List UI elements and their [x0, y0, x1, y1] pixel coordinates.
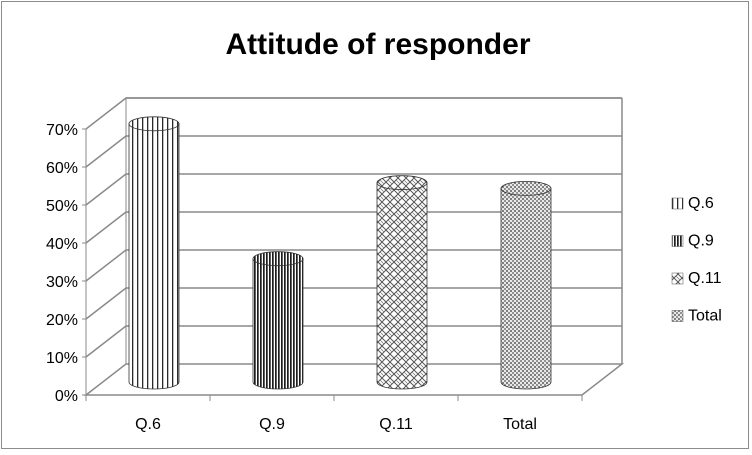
gridline — [85, 173, 622, 206]
bar-body — [128, 123, 180, 390]
plot-walls — [83, 96, 625, 397]
chart: Attitude of responder 0% 10% 20% 30% 40% 50% 6… — [46, 28, 722, 433]
x-tick-label: Q.11 — [379, 416, 413, 433]
side-wall — [85, 96, 127, 397]
chart-title: Attitude of responder — [226, 28, 531, 61]
gridline — [85, 211, 622, 244]
bar-body — [376, 182, 428, 390]
legend-label: Total — [688, 308, 722, 325]
y-axis-labels: 0% 10% 20% 30% 40% 50% 60% 70% — [46, 122, 78, 405]
bar-total — [500, 180, 552, 390]
x-tick-label: Q.6 — [135, 416, 161, 433]
y-tick-label: 30% — [46, 274, 78, 291]
legend-item: Total — [671, 308, 722, 325]
y-tick-label: 20% — [46, 312, 78, 329]
bar-q6 — [128, 116, 180, 390]
y-tick-label: 50% — [46, 198, 78, 215]
bar-body — [252, 258, 304, 390]
legend-item: Q.9 — [671, 233, 714, 250]
legend: Q.6 Q.9 Q.11 Total — [671, 195, 722, 325]
legend-item: Q.6 — [671, 195, 714, 212]
gridline — [85, 97, 622, 130]
bar-top — [376, 175, 428, 191]
y-tick-label: 60% — [46, 160, 78, 177]
bar-q11 — [376, 175, 428, 390]
legend-label: Q.11 — [688, 270, 722, 287]
bar-top — [500, 180, 552, 196]
x-tick-label: Total — [503, 416, 537, 433]
gridline — [85, 135, 622, 168]
legend-swatch — [671, 272, 684, 285]
gridline — [85, 249, 622, 282]
legend-label: Q.6 — [688, 195, 714, 212]
gridline — [85, 325, 622, 358]
bars — [128, 116, 552, 390]
legend-item: Q.11 — [671, 270, 722, 287]
gridlines — [82, 97, 622, 401]
legend-label: Q.9 — [688, 233, 714, 250]
y-tick-label: 10% — [46, 350, 78, 367]
legend-swatch — [671, 197, 684, 210]
legend-swatch — [671, 310, 684, 322]
y-tick-label: 40% — [46, 236, 78, 253]
y-tick-label: 70% — [46, 122, 78, 139]
bar-body — [500, 188, 552, 390]
x-axis-labels: Q.6 Q.9 Q.11 Total — [135, 416, 537, 433]
x-tick-label: Q.9 — [259, 416, 285, 433]
chart-frame: Attitude of responder 0% 10% 20% 30% 40% 50% 6… — [1, 1, 749, 449]
legend-swatch — [671, 235, 684, 247]
bar-q9 — [252, 251, 304, 390]
y-tick-label: 0% — [55, 388, 78, 405]
gridline — [85, 287, 622, 320]
bar-top — [252, 251, 304, 267]
bar-top — [128, 116, 180, 132]
